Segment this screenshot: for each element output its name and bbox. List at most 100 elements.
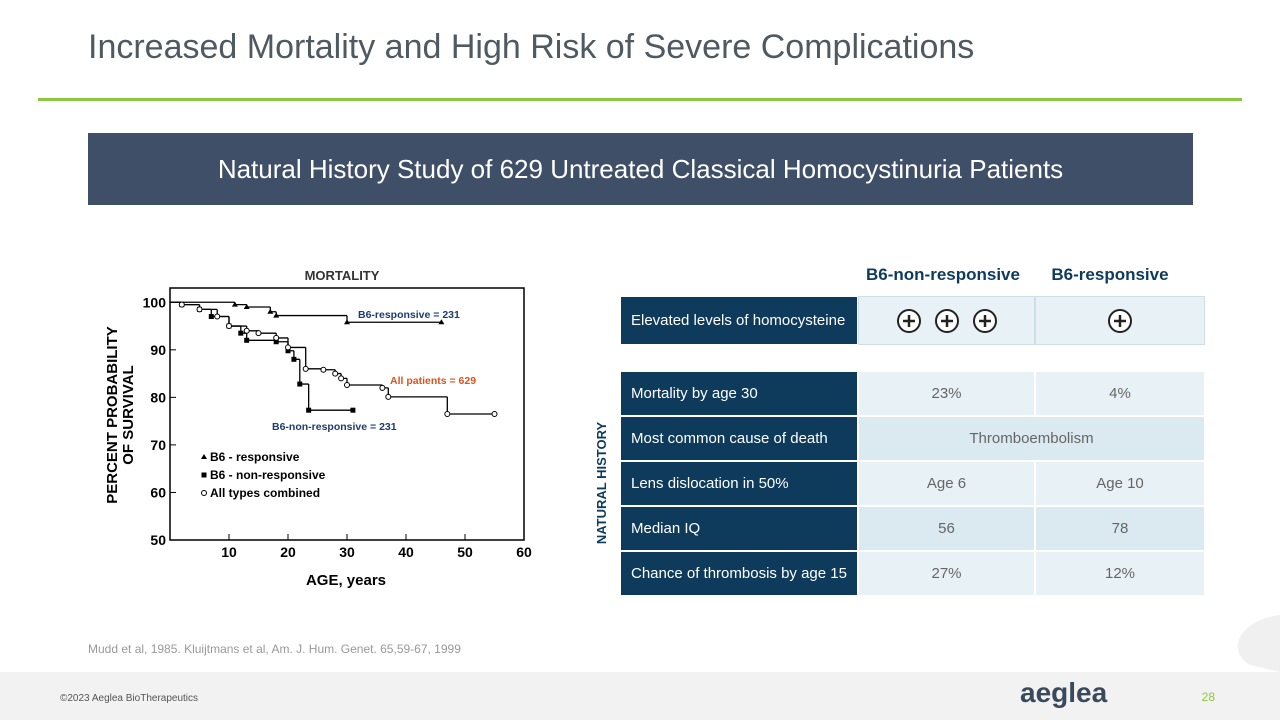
x-tick-label: 20 <box>280 544 296 560</box>
marker <box>385 393 392 400</box>
step-segment <box>346 378 383 386</box>
y-tick-label: 100 <box>143 294 167 310</box>
value-cell: Age 10 <box>1035 461 1205 506</box>
marker <box>214 313 221 320</box>
divider <box>38 98 1242 101</box>
y-axis-label: OF SURVIVAL <box>120 365 137 464</box>
icon-cell <box>858 296 1035 345</box>
x-tick-label: 50 <box>457 544 473 560</box>
x-tick-label: 40 <box>398 544 414 560</box>
marker <box>306 407 312 413</box>
step-segment <box>299 359 309 385</box>
annotation: B6-responsive = 231 <box>358 309 460 321</box>
row-label: Chance of thrombosis by age 15 <box>620 551 858 596</box>
slide-title: Increased Mortality and High Risk of Sev… <box>88 28 975 66</box>
marker <box>238 330 244 336</box>
marker <box>201 472 207 478</box>
marker <box>344 319 350 325</box>
legend-label: B6 - non-responsive <box>210 468 326 482</box>
y-axis-label: PERCENT PROBABILITY <box>104 326 121 504</box>
marker <box>208 314 214 320</box>
marker <box>285 348 291 354</box>
marker <box>491 411 498 417</box>
marker <box>196 306 203 313</box>
y-tick-label: 80 <box>150 389 166 405</box>
x-axis-label: AGE, years <box>306 572 386 589</box>
row-label: Elevated levels of homocysteine <box>620 296 858 345</box>
row-label: Most common cause of death <box>620 416 858 461</box>
annotation: All patients = 629 <box>390 375 476 387</box>
step-segment <box>210 309 229 318</box>
row-label: Lens dislocation in 50% <box>620 461 858 506</box>
step-segment <box>308 384 353 411</box>
marker <box>320 366 327 373</box>
marker <box>255 330 262 337</box>
annotation: B6-non-responsive = 231 <box>272 421 397 433</box>
copyright: ©2023 Aeglea BioTherapeutics <box>60 693 198 704</box>
marker <box>273 312 280 318</box>
step-segment <box>234 302 247 306</box>
marker <box>344 381 350 388</box>
page-number: 28 <box>1202 690 1216 704</box>
icon-cell <box>1035 296 1205 345</box>
chart-title: MORTALITY <box>305 268 380 283</box>
step-segment <box>446 396 495 415</box>
plus-icon <box>896 308 921 333</box>
marker <box>231 301 238 307</box>
step-segment <box>228 316 247 327</box>
marker <box>444 411 451 417</box>
x-tick-label: 60 <box>516 544 532 560</box>
marker <box>332 370 339 377</box>
value-cell: Age 6 <box>858 461 1035 506</box>
marker <box>201 490 207 496</box>
citation: Mudd et al, 1985. Kluijtmans et al, Am. … <box>88 642 461 656</box>
plus-icon <box>972 308 997 333</box>
plus-icon <box>1108 308 1132 333</box>
marker <box>338 375 345 382</box>
plus-icon <box>934 308 959 333</box>
marker <box>267 308 274 314</box>
marker <box>226 323 232 330</box>
value-cell: 23% <box>858 371 1035 416</box>
marker <box>302 365 309 372</box>
value-cell: 4% <box>1035 371 1205 416</box>
step-segment <box>287 337 306 349</box>
x-tick-label: 10 <box>221 544 237 560</box>
x-tick-label: 30 <box>339 544 355 560</box>
marker <box>273 334 280 341</box>
marker <box>243 327 250 334</box>
row-label: Median IQ <box>620 506 858 551</box>
step-segment <box>387 387 448 398</box>
column-header: B6-responsive <box>1051 265 1168 284</box>
marker <box>243 304 250 310</box>
side-label: NATURAL HISTORY <box>594 422 609 545</box>
step-segment <box>246 333 277 341</box>
step-segment <box>246 304 271 308</box>
decoration <box>1237 615 1280 672</box>
marker <box>244 337 250 343</box>
value-cell: 78 <box>1035 506 1205 551</box>
y-tick-label: 70 <box>150 437 166 453</box>
logo: aeglea <box>1020 677 1108 708</box>
step-segment <box>275 311 347 317</box>
legend-label: B6 - responsive <box>210 450 300 464</box>
y-tick-label: 50 <box>150 532 166 548</box>
marker <box>379 384 386 391</box>
y-tick-label: 90 <box>150 342 166 358</box>
step-segment <box>305 347 324 370</box>
marker <box>297 381 303 387</box>
marker <box>438 319 445 325</box>
legend-label: All types combined <box>210 486 320 500</box>
marker <box>201 454 207 459</box>
value-cell: Thromboembolism <box>858 416 1205 461</box>
marker <box>350 407 356 413</box>
marker <box>178 301 185 308</box>
marker <box>291 356 297 362</box>
banner: Natural History Study of 629 Untreated C… <box>88 133 1193 205</box>
column-header: B6-non-responsive <box>866 265 1020 284</box>
row-label: Mortality by age 30 <box>620 371 858 416</box>
value-cell: 56 <box>858 506 1035 551</box>
value-cell: 12% <box>1035 551 1205 596</box>
